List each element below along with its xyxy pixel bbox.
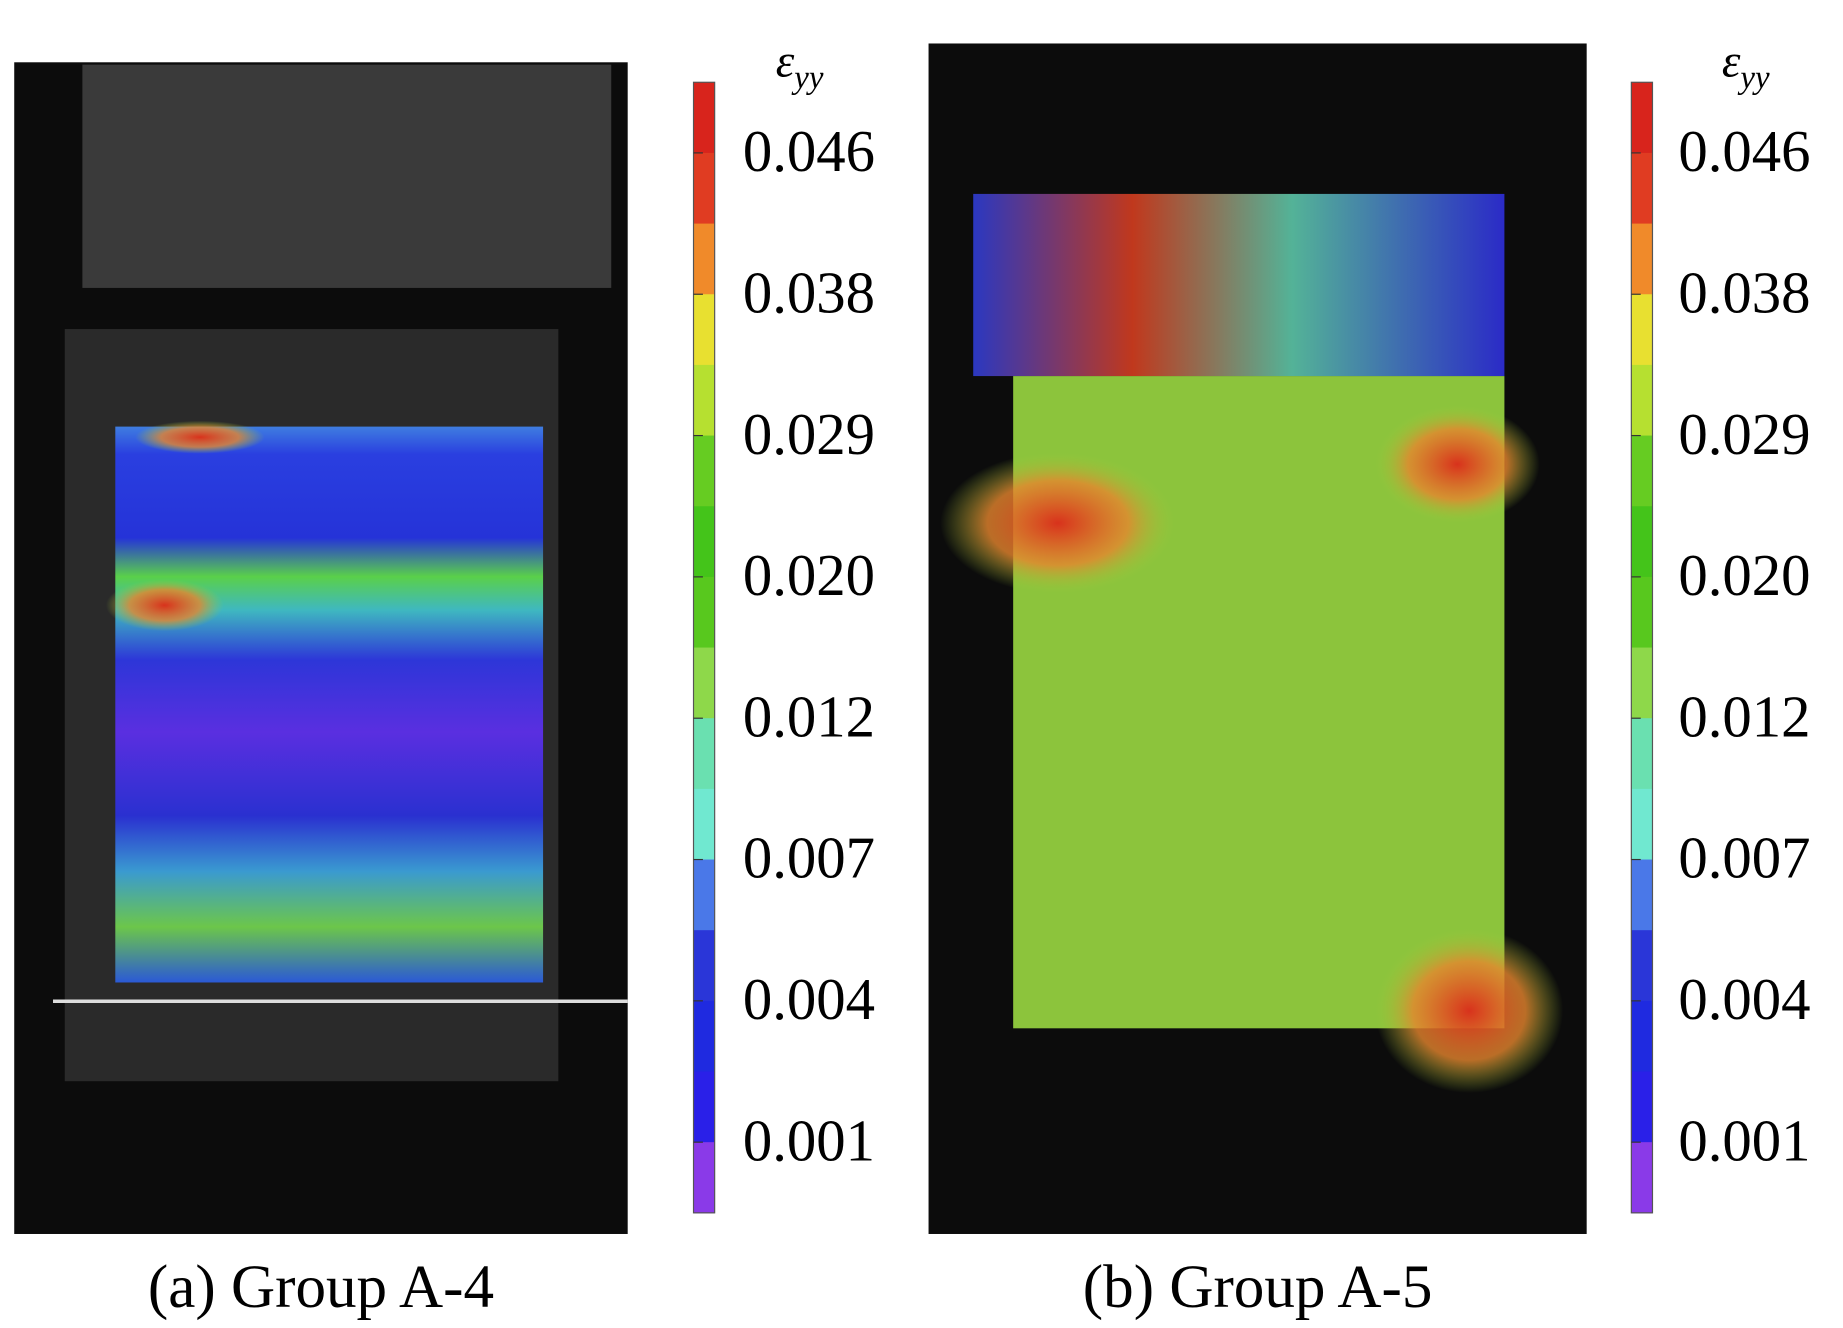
colorbar-tick-label: 0.038 — [743, 260, 875, 325]
colorbar-band — [1631, 294, 1653, 366]
panel-caption: (b) Group A-5 — [1083, 1254, 1433, 1321]
colorbar-band — [693, 506, 715, 578]
colorbar-band — [1631, 223, 1653, 295]
colorbar-tick-label: 0.001 — [743, 1108, 875, 1173]
colorbar-tick-label: 0.046 — [1678, 119, 1810, 184]
subscript: yy — [1737, 60, 1770, 96]
colorbar-tick-label: 0.020 — [743, 543, 875, 608]
colorbar-band — [1631, 859, 1653, 931]
colorbar-band — [693, 152, 715, 225]
colorbar-tick-label: 0.029 — [1678, 402, 1810, 467]
strain-hotspot — [1375, 928, 1564, 1093]
colorbar-band — [693, 576, 715, 649]
subscript: yy — [791, 60, 824, 96]
colorbar-band — [693, 364, 715, 437]
colorbar-band — [693, 1142, 715, 1214]
colorbar-band — [693, 718, 715, 790]
colorbar-band — [693, 294, 715, 366]
colorbar-tick-label: 0.004 — [743, 967, 875, 1032]
colorbar-band — [1631, 930, 1653, 1002]
colorbar-tick-label: 0.029 — [743, 402, 875, 467]
colorbar-tick-label: 0.001 — [1678, 1108, 1810, 1173]
grip — [82, 64, 612, 288]
strain-hotspot — [940, 452, 1176, 594]
colorbar-band — [693, 82, 715, 154]
colorbar-tick-label: 0.004 — [1678, 967, 1810, 1032]
panel-caption: (a) Group A-4 — [148, 1254, 494, 1321]
colorbar-tick-label: 0.007 — [1678, 826, 1810, 891]
colorbar-band — [1631, 1000, 1653, 1073]
strain-field — [115, 426, 544, 983]
colorbar-band — [693, 223, 715, 295]
colorbar-band — [693, 788, 715, 861]
colorbar-tick-label: 0.046 — [743, 119, 875, 184]
colorbar-frame — [692, 81, 716, 1214]
colorbar-tick-label: 0.012 — [1678, 684, 1810, 749]
colorbar-band — [693, 435, 715, 507]
strain-hotspot — [1375, 405, 1540, 523]
colorbar-band — [1631, 576, 1653, 649]
colorbar-band — [1631, 1071, 1653, 1143]
colorbar-band — [693, 647, 715, 719]
colorbar-band — [1631, 506, 1653, 578]
symbol: ε — [776, 35, 795, 87]
colorbar-band — [1631, 364, 1653, 437]
colorbar-label: εyy — [1722, 35, 1770, 96]
strain-hotspot — [135, 420, 265, 454]
colorbar-tick-label: 0.007 — [743, 826, 875, 891]
colorbar-band — [693, 930, 715, 1002]
colorbar-frame — [1630, 81, 1654, 1214]
colorbar-tick-label: 0.038 — [1678, 260, 1810, 325]
colorbar-band — [693, 1071, 715, 1143]
colorbar-band — [1631, 788, 1653, 861]
colorbar-tick-label: 0.012 — [743, 684, 875, 749]
strain-field-top — [973, 193, 1505, 377]
colorbar-band — [693, 859, 715, 931]
colorbars: 0.046 0.038 0.029 0.020 0.012 0.007 0.004 0.001… — [148, 35, 1811, 1320]
colorbar-label: εyy — [776, 35, 824, 96]
colorbar-band — [1631, 82, 1653, 154]
colorbar-band — [1631, 647, 1653, 719]
symbol: ε — [1722, 35, 1741, 87]
colorbar-band — [1631, 152, 1653, 225]
strain-hotspot — [105, 579, 224, 632]
colorbar-band — [693, 1000, 715, 1073]
colorbar-band — [1631, 435, 1653, 507]
colorbar-tick-label: 0.020 — [1678, 543, 1810, 608]
colorbar-band — [1631, 718, 1653, 790]
colorbar-band — [1631, 1142, 1653, 1214]
